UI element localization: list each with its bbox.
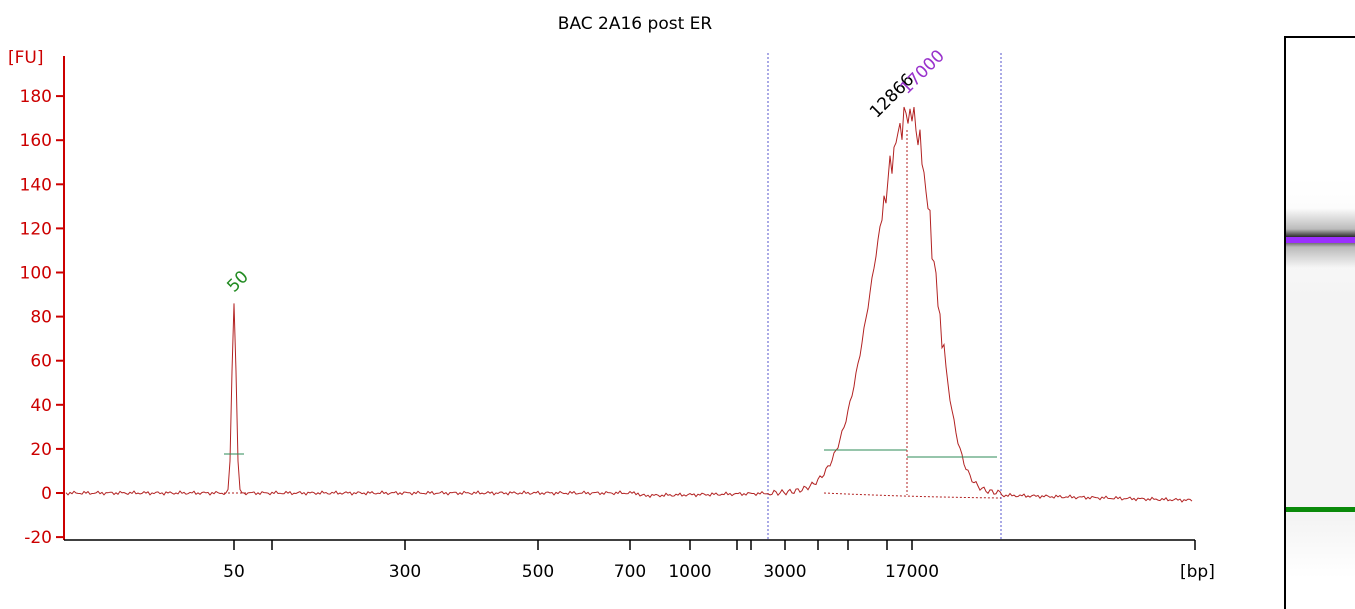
y-tick-label: 80 — [30, 308, 52, 328]
y-tick-label: 0 — [41, 484, 52, 504]
electropherogram-chart: -20 0 20 40 60 80 100 120 140 160 180 [FU] 50 300 500 7… — [8, 46, 1215, 582]
x-axis-label: [bp] — [1180, 562, 1215, 582]
y-tick-label: 20 — [30, 440, 52, 460]
sample-trace — [65, 106, 1193, 503]
x-tick-label: 700 — [614, 562, 646, 582]
gel-lower-marker-band — [1286, 507, 1355, 512]
x-tick-label: 500 — [522, 562, 554, 582]
x-tick-label: 1000 — [668, 562, 711, 582]
y-tick-label: -20 — [24, 528, 52, 548]
y-tick-label: 160 — [20, 131, 52, 151]
sample-baseline — [823, 492, 1002, 499]
y-axis-label: [FU] — [8, 48, 44, 68]
gel-upper-marker-band — [1286, 237, 1355, 243]
y-tick-label: 140 — [20, 175, 52, 195]
y-tick-label: 60 — [30, 352, 52, 372]
y-tick-label: 40 — [30, 396, 52, 416]
gel-lane — [1284, 36, 1355, 609]
x-tick-label: 50 — [223, 562, 245, 582]
chart-title: BAC 2A16 post ER — [557, 14, 713, 34]
x-tick-label: 300 — [389, 562, 421, 582]
y-tick-label: 120 — [20, 219, 52, 239]
x-tick-label: 17000 — [885, 562, 939, 582]
peak-label: 50 — [223, 267, 252, 296]
y-tick-label: 180 — [20, 87, 52, 107]
y-tick-label: 100 — [20, 264, 52, 284]
x-tick-label: 3000 — [763, 562, 806, 582]
